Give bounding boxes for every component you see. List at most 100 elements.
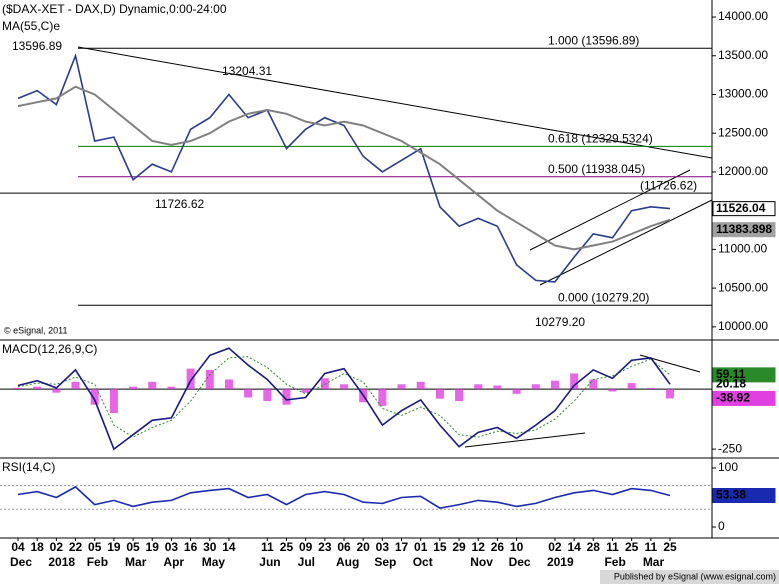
- value-box: [712, 222, 776, 238]
- x-tick-label: 30: [203, 540, 217, 554]
- x-tick-label: 03: [165, 540, 179, 554]
- histogram-bar: [646, 387, 655, 390]
- x-tick-label: 02: [548, 540, 562, 554]
- x-tick-label: 28: [587, 540, 601, 554]
- x-month-label: Dec: [10, 555, 32, 569]
- x-tick-label: 17: [395, 540, 409, 554]
- histogram-bar: [531, 384, 540, 390]
- price-annotation: 13596.89: [12, 39, 62, 53]
- value-label: -38.92: [716, 391, 750, 405]
- histogram-bar: [186, 368, 195, 390]
- x-tick-label: 20: [356, 540, 370, 554]
- x-tick-label: 11: [644, 540, 657, 554]
- x-tick-label: 16: [184, 540, 198, 554]
- x-tick-label: 14: [222, 540, 236, 554]
- x-tick-label: 02: [50, 540, 64, 554]
- x-tick-label: 11: [261, 540, 274, 554]
- y-tick-label: 10000.00: [718, 319, 768, 333]
- y-tick-label: 13500.00: [718, 48, 768, 62]
- histogram-bar: [129, 386, 138, 390]
- histogram-bar: [378, 389, 387, 406]
- fib-label: 0.500 (11938.045): [548, 162, 645, 176]
- y-tick-label: 11000.00: [718, 242, 767, 256]
- y-tick-label: -250: [718, 441, 742, 455]
- x-month-label: Mar: [643, 555, 665, 569]
- channel-line: [529, 169, 691, 251]
- macd-trend-line: [464, 432, 586, 448]
- value-label: 11383.898: [716, 222, 772, 236]
- x-tick-label: 15: [433, 540, 447, 554]
- panel-title: RSI(14,C): [2, 460, 55, 474]
- x-tick-label: 01: [414, 540, 428, 554]
- x-tick-label: 19: [107, 540, 121, 554]
- x-tick-label: 18: [30, 540, 44, 554]
- x-tick-label: 26: [491, 540, 505, 554]
- value-box: [712, 367, 776, 383]
- x-tick-label: 19: [146, 540, 160, 554]
- footer: Published by eSignal (www.esignal.com): [614, 571, 776, 581]
- x-tick-label: 14: [567, 540, 581, 554]
- value-label: 20.18: [716, 376, 746, 390]
- x-month-label: Mar: [125, 555, 147, 569]
- histogram-bar: [301, 389, 310, 393]
- y-tick-label: 10500.00: [718, 280, 768, 294]
- value-box: [712, 201, 776, 217]
- histogram-bar: [570, 373, 579, 390]
- histogram-bar: [397, 384, 406, 390]
- histogram-bar: [71, 381, 80, 390]
- x-tick-label: 29: [452, 540, 466, 554]
- x-month-label: 2018: [48, 555, 75, 569]
- y-tick-label: 12000.00: [718, 164, 768, 178]
- histogram-bar: [33, 386, 42, 390]
- histogram-bar: [512, 389, 521, 394]
- histogram-bar: [320, 378, 329, 390]
- histogram-bar: [608, 389, 617, 392]
- histogram-bar: [52, 389, 61, 393]
- x-month-label: Apr: [163, 555, 184, 569]
- value-label: 11526.04: [716, 201, 766, 215]
- histogram-bar: [455, 389, 464, 402]
- x-tick-label: 25: [663, 540, 677, 554]
- fib-label: 0.618 (12329.5324): [548, 132, 653, 146]
- histogram-bar: [148, 381, 157, 390]
- histogram-bar: [474, 384, 483, 390]
- channel-line: [539, 199, 713, 286]
- histogram-bar: [666, 389, 674, 399]
- y-tick-label: 13000.00: [718, 87, 768, 101]
- x-tick-label: 05: [126, 540, 140, 554]
- x-month-label: Jun: [259, 555, 280, 569]
- histogram-bar: [282, 389, 291, 405]
- legend-entry: MA(55,C)e: [2, 19, 60, 33]
- histogram-bar: [589, 379, 598, 390]
- fib-label: (11726.62): [640, 178, 697, 192]
- series-line: [17, 485, 671, 509]
- x-tick-label: 10: [510, 540, 524, 554]
- value-label: 53.38: [716, 488, 746, 502]
- panel-title: MACD(12,26,9,C): [2, 342, 97, 356]
- x-month-label: Feb: [604, 555, 625, 569]
- footer-bar: [600, 570, 779, 584]
- x-month-label: Oct: [413, 555, 433, 569]
- x-month-label: Jul: [298, 555, 315, 569]
- x-tick-label: 04: [11, 540, 25, 554]
- histogram-bar: [263, 389, 272, 402]
- trend-line: [77, 46, 713, 159]
- histogram-bar: [435, 389, 444, 399]
- source: © eSignal, 2011: [4, 325, 68, 335]
- histogram-bar: [14, 387, 22, 390]
- x-tick-label: 03: [376, 540, 390, 554]
- x-tick-label: 25: [625, 540, 639, 554]
- price-annotation: 11726.62: [155, 197, 204, 211]
- histogram-bar: [493, 385, 502, 390]
- histogram-bar: [244, 389, 253, 398]
- x-tick-label: 25: [280, 540, 294, 554]
- series-line: [17, 85, 671, 251]
- histogram-bar: [224, 379, 233, 390]
- price-annotation: 13204.31: [222, 64, 272, 78]
- histogram-bar: [550, 380, 559, 390]
- x-month-label: Aug: [336, 555, 359, 569]
- x-month-label: Dec: [509, 555, 531, 569]
